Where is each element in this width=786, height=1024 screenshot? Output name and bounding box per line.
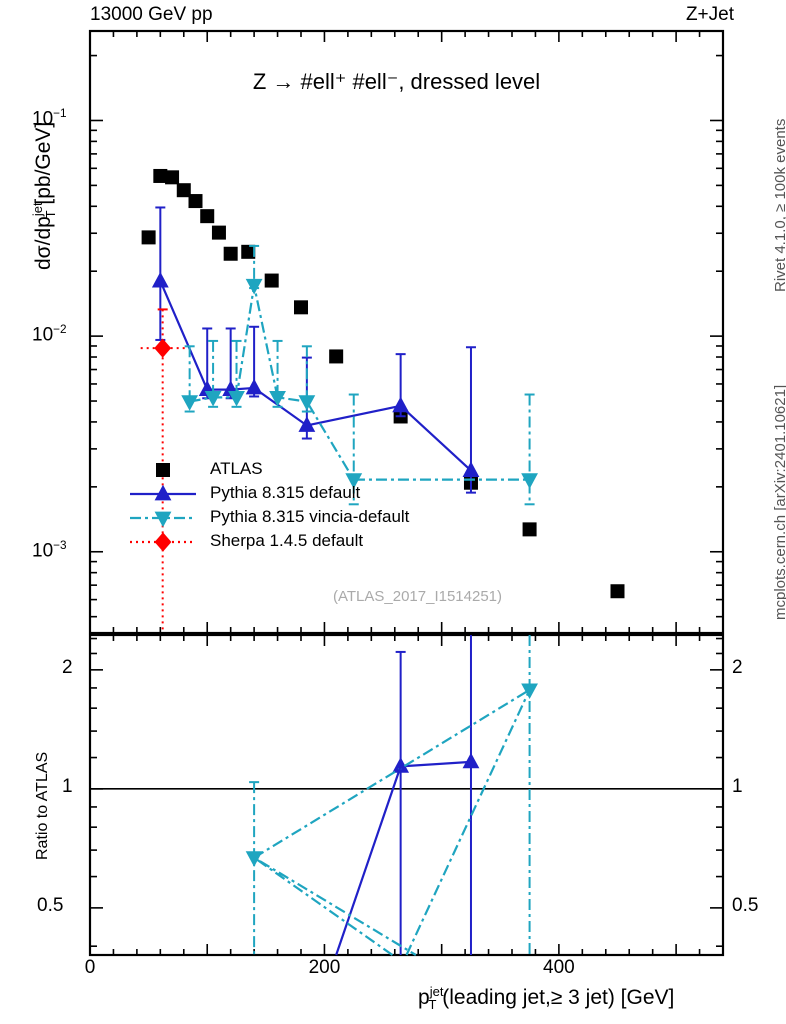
data-point-atlas (176, 183, 191, 198)
data-point-pythia-8-315-vincia-default (345, 473, 363, 489)
x-axis-label-sup: jet (429, 984, 444, 999)
data-point-pythia-8-315-default (462, 461, 480, 477)
ratio-series-line (253, 688, 531, 859)
legend-marker-3 (154, 532, 172, 552)
y-tick-label-ratio-right-2: 2 (732, 656, 743, 678)
y-tick-label-main-1: 10−2 (32, 323, 67, 346)
x-axis-label: pjetT (leading jet,≥ 3 jet) [GeV] (418, 984, 674, 1012)
legend-label-sherpa-1-4-5-default[interactable]: Sherpa 1.4.5 default (210, 531, 364, 550)
data-point-atlas (329, 349, 344, 364)
data-point-atlas (522, 522, 537, 537)
data-point-pythia-8-315-default (392, 396, 410, 413)
header-right-label: Z+Jet (685, 4, 734, 25)
data-point-pythia-8-315-default (151, 271, 169, 288)
y-tick-label-ratio-left-1: 1 (62, 775, 73, 797)
x-tick-label-400: 400 (543, 957, 575, 978)
data-point-atlas (241, 244, 256, 259)
ratio-data-point (392, 757, 410, 773)
series-line-pythia-8-315-vincia-default (189, 285, 530, 481)
legend-marker-2 (154, 511, 172, 528)
data-point-atlas (294, 300, 308, 315)
ratio-series-tail (335, 766, 402, 956)
x-axis-label-sub: T (428, 997, 437, 1013)
data-point-pythia-8-315-vincia-default (181, 395, 199, 411)
ratio-series-tail (253, 856, 417, 956)
legend-label-atlas[interactable]: ATLAS (210, 459, 263, 478)
ratio-series-tail (405, 689, 531, 956)
plot-title: Z → #ell⁺ #ell⁻, dressed level (253, 69, 540, 94)
ratio-series-line (400, 760, 472, 768)
y-tick-label-ratio-left-2: 2 (62, 656, 73, 678)
data-point-pythia-8-315-default (245, 378, 263, 395)
header-left-label: 13000 GeV pp (90, 4, 213, 25)
data-point-atlas (141, 230, 156, 245)
x-tick-label-200: 200 (308, 957, 341, 978)
data-point-sherpa-1-4-5-default (154, 338, 172, 358)
legend-label-pythia-8-315-vincia-default[interactable]: Pythia 8.315 vincia-default (210, 507, 410, 526)
data-point-pythia-8-315-default (298, 416, 316, 432)
data-point-pythia-8-315-vincia-default (245, 278, 263, 295)
legend-marker-0 (156, 463, 170, 477)
y-tick-label-ratio-left-0.5: 0.5 (37, 894, 64, 916)
data-point-atlas (188, 194, 203, 209)
data-point-pythia-8-315-vincia-default (521, 473, 538, 489)
x-axis-label-tail: (leading jet,≥ 3 jet) [GeV] (436, 986, 675, 1009)
ratio-data-point (462, 752, 480, 769)
legend-marker-1 (154, 484, 172, 501)
data-point-atlas (610, 584, 625, 599)
legend-label-pythia-8-315-default[interactable]: Pythia 8.315 default (210, 483, 361, 502)
data-point-atlas (153, 168, 168, 183)
y-tick-label-ratio-right-1: 1 (732, 775, 743, 797)
data-point-pythia-8-315-vincia-default (228, 390, 245, 407)
y-tick-label-ratio-right-0.5: 0.5 (732, 894, 759, 916)
x-tick-label-0: 0 (84, 957, 96, 978)
analysis-watermark: (ATLAS_2017_I1514251) (333, 588, 503, 605)
data-point-atlas (200, 209, 215, 224)
ratio-data-point (245, 851, 263, 867)
data-point-pythia-8-315-vincia-default (269, 390, 286, 407)
data-point-pythia-8-315-vincia-default (298, 395, 316, 411)
data-point-pythia-8-315-vincia-default (204, 390, 222, 407)
data-point-atlas (264, 273, 279, 288)
data-point-atlas (211, 225, 226, 240)
data-point-atlas (165, 170, 180, 185)
main-panel-frame (88, 29, 725, 635)
x-axis-label-head: p (418, 986, 430, 1009)
y-tick-label-main-2: 10−3 (32, 538, 67, 562)
ratio-panel-frame (88, 633, 725, 957)
data-point-atlas (223, 246, 238, 261)
y-tick-label-main-0: 10−1 (32, 107, 67, 130)
